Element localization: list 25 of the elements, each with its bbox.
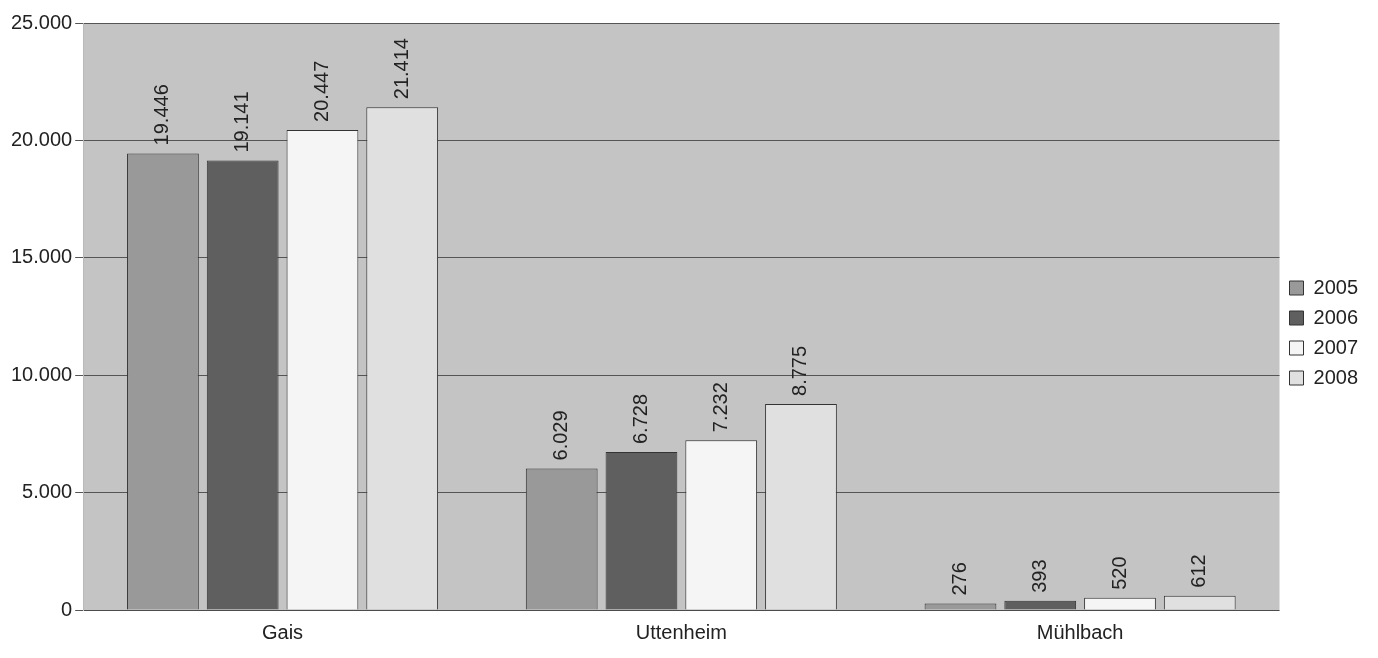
data-label: 8.775	[788, 345, 811, 396]
legend-label: 2007	[1313, 335, 1359, 358]
y-tick-label: 0	[61, 597, 73, 620]
x-tick-label: Uttenheim	[635, 620, 727, 643]
x-tick-label: Gais	[262, 620, 304, 643]
legend-label: 2006	[1313, 305, 1359, 328]
data-label: 19.446	[150, 84, 173, 146]
y-tick-label: 5.000	[22, 480, 73, 503]
y-tick-label: 25.000	[11, 10, 73, 33]
data-label: 7.232	[708, 382, 731, 433]
data-label: 612	[1187, 554, 1210, 588]
data-label: 393	[1027, 559, 1050, 593]
data-label: 276	[948, 562, 970, 596]
data-label: 6.029	[549, 410, 572, 461]
x-tick-label: Mühlbach	[1036, 620, 1124, 643]
legend-label: 2005	[1313, 275, 1359, 298]
data-label: 20.447	[309, 60, 332, 122]
data-label: 6.728	[628, 393, 651, 445]
data-label: 21.414	[389, 38, 412, 100]
y-tick-label: 15.000	[11, 245, 73, 268]
y-tick-label: 20.000	[11, 127, 73, 150]
data-label: 520	[1107, 556, 1130, 590]
data-label: 19.141	[230, 91, 253, 153]
legend-label: 2008	[1313, 365, 1359, 388]
y-tick-label: 10.000	[11, 362, 73, 385]
